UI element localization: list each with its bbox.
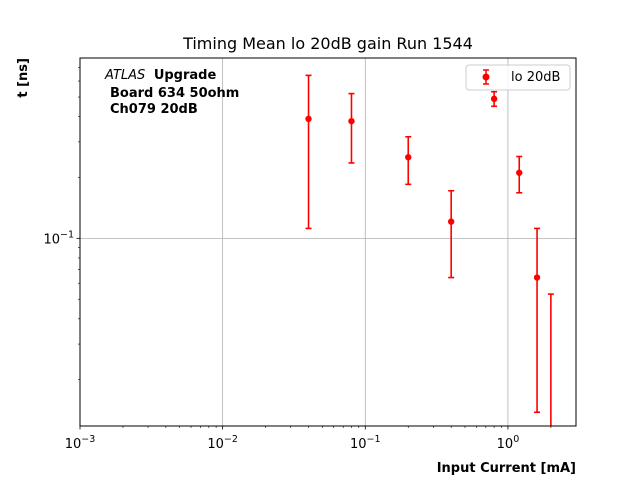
legend: lo 20dB bbox=[465, 64, 571, 91]
plot-frame bbox=[79, 57, 577, 427]
y-axis-label: t [ns] bbox=[16, 58, 31, 98]
x-tick-label: 10−2 bbox=[207, 434, 238, 452]
data-marks bbox=[305, 74, 554, 435]
annotation-atlas: ATLAS bbox=[104, 68, 145, 83]
chart-title: Timing Mean lo 20dB gain Run 1544 bbox=[182, 34, 473, 53]
legend-box bbox=[465, 64, 571, 91]
x-tick-label: 10−1 bbox=[350, 434, 381, 452]
data-point bbox=[490, 95, 498, 103]
svg-text:ATLAS Upgrade: ATLAS Upgrade bbox=[104, 68, 216, 83]
x-tick-label: 10−3 bbox=[65, 434, 96, 452]
data-point bbox=[548, 429, 554, 435]
data-point bbox=[348, 117, 355, 125]
data-point bbox=[533, 274, 541, 281]
annotation-upgrade: Upgrade bbox=[154, 68, 217, 83]
data-point bbox=[516, 169, 523, 176]
data-point bbox=[447, 218, 455, 225]
x-tick-label: 100 bbox=[497, 434, 520, 452]
legend-label: lo 20dB bbox=[511, 70, 560, 85]
axis-ticks: 10−3 10−2 10−1 100 10−1 bbox=[43, 67, 552, 452]
data-point bbox=[305, 115, 312, 123]
y-tick-label: 10−1 bbox=[43, 229, 74, 247]
annotation-board: Board 634 50ohm bbox=[110, 86, 239, 101]
legend-marker bbox=[482, 73, 490, 81]
annotation-channel: Ch079 20dB bbox=[110, 102, 198, 117]
atlas-annotation: ATLAS Upgrade Board 634 50ohm Ch079 20dB bbox=[104, 68, 239, 117]
grid-lines bbox=[80, 58, 576, 426]
data-point bbox=[405, 154, 412, 161]
x-axis-label: Input Current [mA] bbox=[437, 461, 576, 476]
